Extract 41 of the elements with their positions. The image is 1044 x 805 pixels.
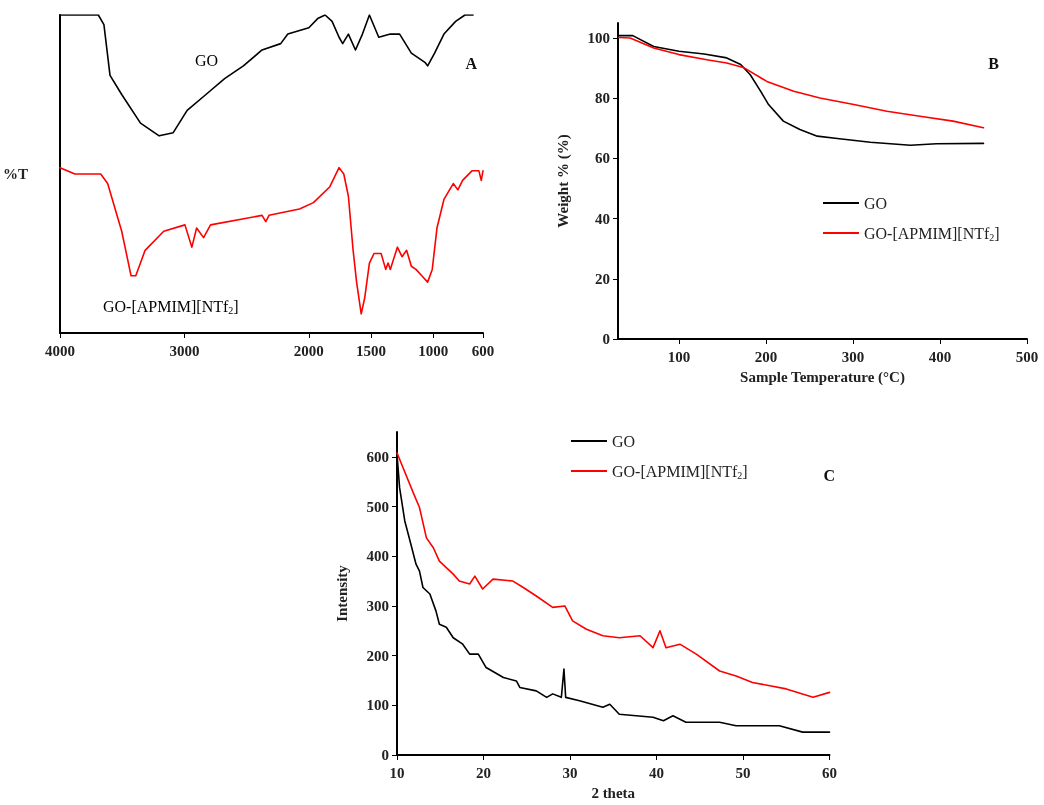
text: C (823, 466, 836, 484)
y-axis-title: %T (2, 166, 28, 182)
legend-label: GO (864, 194, 888, 212)
y-tick-label: 0 (602, 331, 610, 347)
x-tick-label: 1000 (418, 342, 449, 359)
y-tick-label: 400 (366, 548, 389, 565)
y-tick-label: 500 (366, 498, 389, 515)
x-tick-label: 600 (471, 342, 495, 359)
y-tick-label: 40 (595, 210, 610, 227)
x-tick-label: 1500 (356, 342, 387, 359)
y-tick-label: 300 (366, 597, 389, 614)
series-label: GO (195, 51, 219, 69)
x-tick-label: 60 (822, 764, 837, 781)
x-tick-label: 50 (735, 764, 751, 781)
y-tick-label: 100 (587, 30, 610, 47)
text: B (988, 54, 1000, 72)
y-tick-label: 600 (366, 448, 389, 465)
x-axis-title: Sample Temperature (°C) (740, 368, 905, 386)
y-axis-title: Intensity (333, 564, 350, 622)
x-tick-label: 30 (562, 764, 578, 781)
y-tick-label: 0 (381, 747, 389, 763)
y-tick-label: 200 (366, 647, 389, 664)
x-axis-title: 2 theta (591, 784, 636, 801)
x-tick-label: 200 (754, 348, 778, 365)
y-tick-label: 60 (595, 150, 610, 167)
y-tick-label: 20 (595, 270, 610, 287)
y-tick-label: 100 (366, 697, 389, 714)
x-tick-label: 4000 (45, 342, 75, 359)
y-tick-label: 80 (595, 90, 610, 107)
legend-label: GO (612, 432, 636, 450)
x-tick-label: 10 (389, 764, 405, 781)
text: A (465, 54, 478, 72)
x-tick-label: 2000 (293, 342, 324, 359)
y-axis-title: Weight % (%) (554, 134, 572, 228)
x-tick-label: 3000 (169, 342, 200, 359)
x-tick-label: 400 (928, 348, 952, 365)
x-tick-label: 40 (649, 764, 664, 781)
x-tick-label: 500 (1015, 348, 1039, 365)
x-tick-label: 100 (667, 348, 691, 365)
x-tick-label: 20 (476, 764, 491, 781)
x-tick-label: 300 (841, 348, 865, 365)
